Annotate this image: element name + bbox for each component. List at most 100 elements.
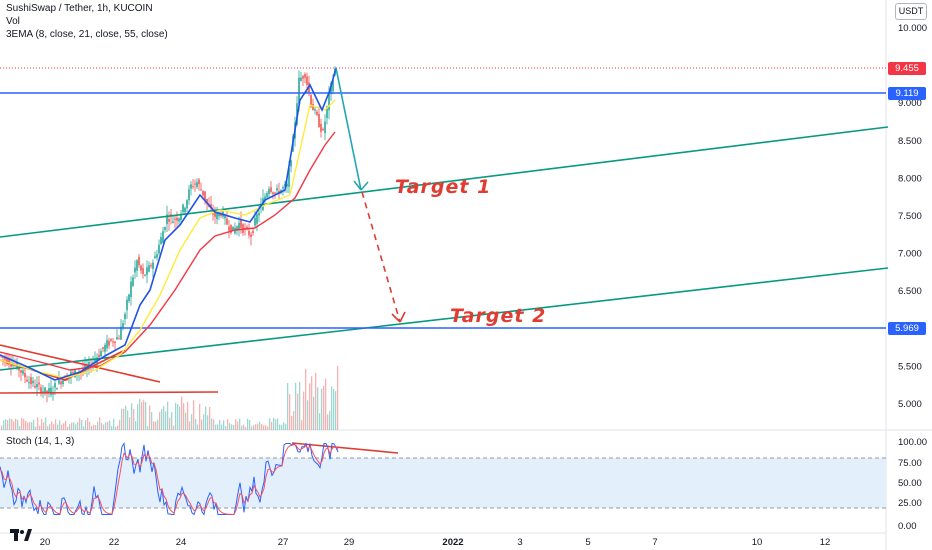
volume-bar [281, 424, 283, 430]
volume-bar [145, 401, 147, 430]
volume-bar [249, 419, 251, 430]
candle-body [154, 256, 156, 259]
candle-body [304, 74, 306, 78]
candle-body [164, 227, 166, 230]
candle-body [168, 219, 170, 222]
volume-bar [323, 385, 325, 430]
price-axis[interactable]: 10.000 9.000 8.500 8.000 7.500 7.000 6.500 5.50… [898, 23, 927, 410]
time-axis[interactable]: 20 22 24 27 29 2022 3 5 7 10 12 [40, 537, 831, 548]
volume-bar [113, 418, 115, 430]
candle-body [322, 128, 324, 130]
candle-body [194, 183, 196, 185]
candle-body [4, 356, 6, 360]
projection-arrow-2[interactable] [361, 191, 401, 323]
volume-bar [317, 387, 319, 430]
volume-bar [139, 398, 141, 430]
volume-bar [189, 421, 191, 430]
red-base-line[interactable] [0, 391, 219, 394]
candle-body [20, 370, 22, 373]
volume-bar [25, 420, 27, 430]
candle-body [152, 262, 154, 269]
volume-bar [115, 426, 117, 430]
candle-body [110, 339, 112, 341]
volume-bar [219, 419, 221, 430]
candle-body [136, 260, 138, 271]
candle-body [212, 212, 214, 215]
volume-bar [109, 420, 111, 430]
red-trend-1[interactable] [0, 344, 161, 383]
y-tick-label: 5.500 [898, 361, 922, 372]
currency-button[interactable]: USDT [895, 3, 927, 20]
volume-bar [37, 417, 39, 430]
volume-bar [287, 382, 289, 430]
volume-bar [165, 411, 167, 430]
volume-bar [271, 421, 273, 430]
candle-body [48, 388, 50, 394]
volume-bar [283, 422, 285, 430]
volume-bar [325, 378, 327, 430]
volume-bar [331, 386, 333, 430]
volume-bar [181, 396, 183, 430]
candle-body [226, 218, 228, 225]
candle-body [264, 196, 266, 202]
candle-body [30, 377, 32, 385]
candle-body [290, 160, 292, 167]
volume-bar [337, 365, 339, 430]
volume-bar [149, 405, 151, 430]
candle-body [332, 79, 334, 92]
x-tick-label: 7 [652, 537, 657, 548]
volume-bar [121, 408, 123, 430]
projection-arrow-1[interactable] [335, 67, 362, 191]
candle-body [10, 364, 12, 367]
x-tick-label: 20 [40, 537, 51, 548]
volume-bar [7, 420, 9, 430]
candle-body [266, 193, 268, 198]
volume-bar [101, 422, 103, 430]
tradingview-logo-icon[interactable] [10, 527, 32, 543]
volume-bar [155, 421, 157, 430]
volume-bar [89, 421, 91, 430]
volume-bar [237, 421, 239, 430]
candle-body [192, 186, 194, 188]
candle-body [270, 187, 272, 192]
volume-bar [201, 419, 203, 430]
volume-bar [123, 408, 125, 430]
candle-body [2, 356, 4, 358]
volume-bar [19, 426, 21, 430]
candle-body [158, 244, 160, 254]
candle-body [104, 344, 106, 352]
volume-bar [43, 422, 45, 430]
volume-bar [129, 417, 131, 430]
volume-bar [17, 419, 19, 430]
candle-body [196, 182, 198, 187]
candle-body [124, 313, 126, 320]
trendline-upper[interactable] [0, 126, 889, 238]
volume-bar [207, 415, 209, 430]
candle-body [106, 340, 108, 349]
trendline-lower[interactable] [0, 267, 889, 371]
volume-bar [127, 410, 129, 430]
candle-body [258, 212, 260, 216]
candle-body [230, 224, 232, 233]
candle-body [312, 104, 314, 111]
candle-body [132, 277, 134, 286]
ema-label: 3EMA (8, close, 21, close, 55, close) [6, 29, 168, 40]
support-price-tag: 5.969 [888, 322, 926, 335]
candle-body [44, 387, 46, 393]
volume-bar [133, 409, 135, 430]
candle-body [326, 106, 328, 119]
stoch-axis[interactable]: 100.00 75.00 50.00 25.00 0.00 [898, 437, 927, 532]
volume-bar [105, 422, 107, 430]
ema-55 [0, 131, 336, 371]
candle-body [140, 265, 142, 271]
candle-body [238, 222, 240, 231]
candle-body [156, 254, 158, 258]
candle-body [248, 230, 250, 236]
volume-bar [313, 396, 315, 430]
candle-body [286, 183, 288, 187]
candle-body [24, 372, 26, 378]
candle-body [216, 212, 218, 219]
volume-bar [319, 413, 321, 430]
candle-body [100, 351, 102, 357]
